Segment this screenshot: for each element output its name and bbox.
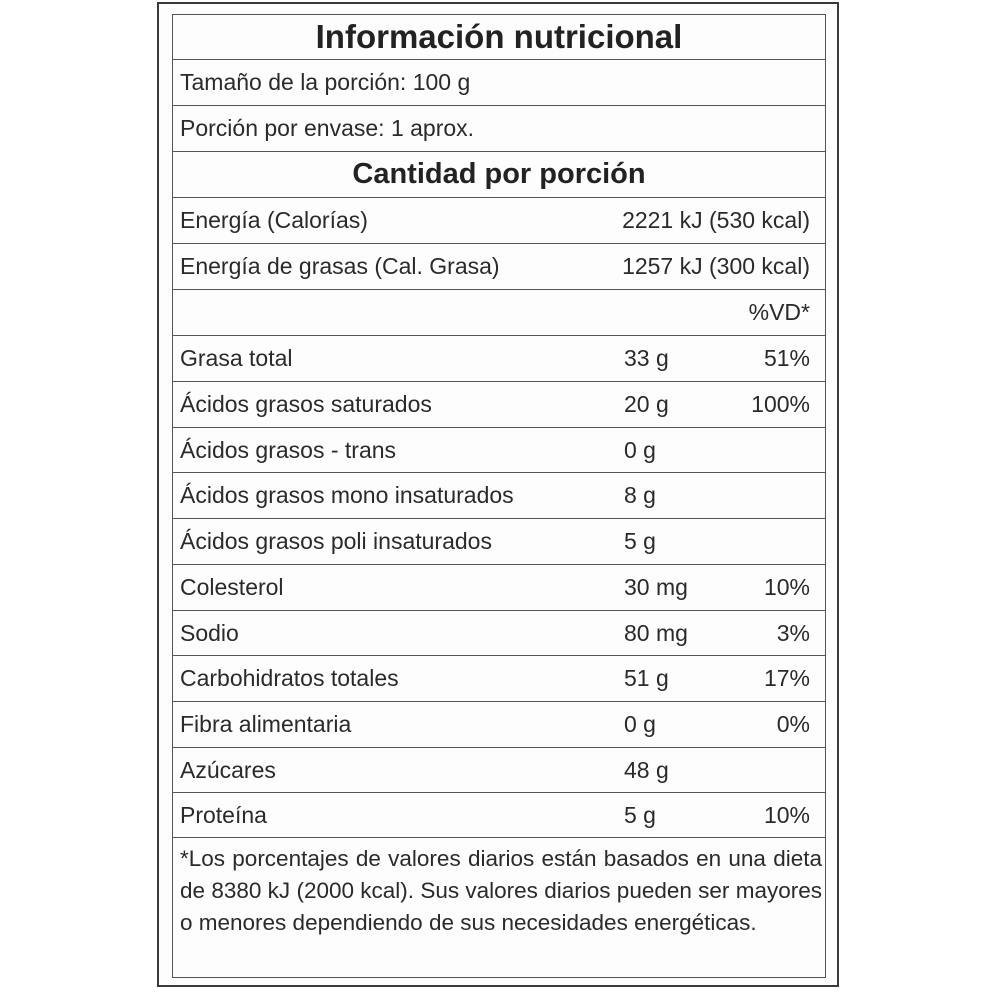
- nutrient-label: Carbohidratos totales: [180, 665, 399, 691]
- nutrient-label: Sodio: [180, 619, 239, 646]
- nutrient-value: 8 g: [624, 482, 656, 508]
- nutrient-dv: 51%: [763, 345, 810, 371]
- nutrient-label: Ácidos grasos saturados: [180, 391, 432, 417]
- nutrient-label: Ácidos grasos mono insaturados: [180, 482, 514, 508]
- label-outer-frame: [157, 2, 839, 987]
- nutrient-row: Ácidos grasos saturados 20 g 100%: [172, 382, 826, 428]
- nutrient-value: 5 g: [624, 801, 656, 828]
- nutrient-label: Ácidos grasos poli insaturados: [180, 528, 492, 554]
- amount-header-row: Cantidad por porción: [172, 152, 826, 198]
- servings-row: Porción por envase: 1 aprox.: [172, 106, 826, 152]
- nutrient-label: Colesterol: [180, 574, 284, 600]
- nutrient-dv: 100%: [751, 391, 810, 417]
- nutrient-value: 51 g: [624, 665, 669, 691]
- nutrient-row: Ácidos grasos poli insaturados 5 g: [172, 519, 826, 565]
- dv-header-row: %VD*: [172, 290, 826, 336]
- nutrient-dv: 0%: [776, 711, 810, 737]
- fat-energy-value: 1257 kJ (300 kcal): [622, 253, 810, 279]
- dv-header: %VD*: [748, 299, 810, 325]
- energy-row: Energía (Calorías) 2221 kJ (530 kcal): [172, 198, 826, 244]
- nutrient-row: Sodio 80 mg 3%: [172, 611, 826, 656]
- nutrient-value: 0 g: [624, 436, 656, 463]
- nutrient-value: 33 g: [624, 345, 669, 371]
- nutrient-row: Proteína 5 g 10%: [172, 793, 826, 838]
- nutrient-value: 80 mg: [624, 619, 688, 646]
- nutrient-row: Azúcares 48 g: [172, 748, 826, 793]
- nutrient-value: 5 g: [624, 528, 656, 554]
- nutrient-row: Ácidos grasos mono insaturados 8 g: [172, 473, 826, 519]
- nutrient-label: Grasa total: [180, 345, 293, 371]
- fat-energy-row: Energía de grasas (Cal. Grasa) 1257 kJ (…: [172, 244, 826, 290]
- serving-size: Tamaño de la porción: 100 g: [180, 69, 471, 95]
- nutrient-value: 30 mg: [624, 574, 688, 600]
- nutrient-dv: 10%: [763, 574, 810, 600]
- energy-value: 2221 kJ (530 kcal): [622, 207, 810, 233]
- nutrient-label: Ácidos grasos - trans: [180, 436, 397, 463]
- title-text: Información nutricional: [315, 17, 683, 55]
- fat-energy-label: Energía de grasas (Cal. Grasa): [180, 253, 500, 279]
- nutrient-label: Fibra alimentaria: [180, 711, 352, 737]
- nutrient-dv: 10%: [763, 801, 810, 828]
- nutrient-row: Carbohidratos totales 51 g 17%: [172, 656, 826, 702]
- nutrient-row: Fibra alimentaria 0 g 0%: [172, 702, 826, 748]
- nutrient-label: Azúcares: [180, 756, 276, 783]
- nutrient-row: Ácidos grasos - trans 0 g: [172, 428, 826, 473]
- nutrient-dv: 3%: [776, 619, 810, 646]
- energy-label: Energía (Calorías): [180, 207, 368, 233]
- nutrient-row: Grasa total 33 g 51%: [172, 336, 826, 382]
- nutrient-row: Colesterol 30 mg 10%: [172, 565, 826, 611]
- nutrient-value: 48 g: [624, 756, 669, 783]
- footnote: *Los porcentajes de valores diarios está…: [180, 846, 822, 935]
- nutrient-value: 20 g: [624, 391, 669, 417]
- serving-size-row: Tamaño de la porción: 100 g: [172, 60, 826, 106]
- nutrient-label: Proteína: [180, 801, 267, 828]
- servings-per-container: Porción por envase: 1 aprox.: [180, 115, 475, 141]
- nutrient-value: 0 g: [624, 711, 656, 737]
- nutrition-table: [172, 14, 826, 978]
- amount-header: Cantidad por porción: [352, 158, 646, 190]
- nutrient-dv: 17%: [763, 665, 810, 691]
- table-title: Información nutricional: [172, 14, 826, 60]
